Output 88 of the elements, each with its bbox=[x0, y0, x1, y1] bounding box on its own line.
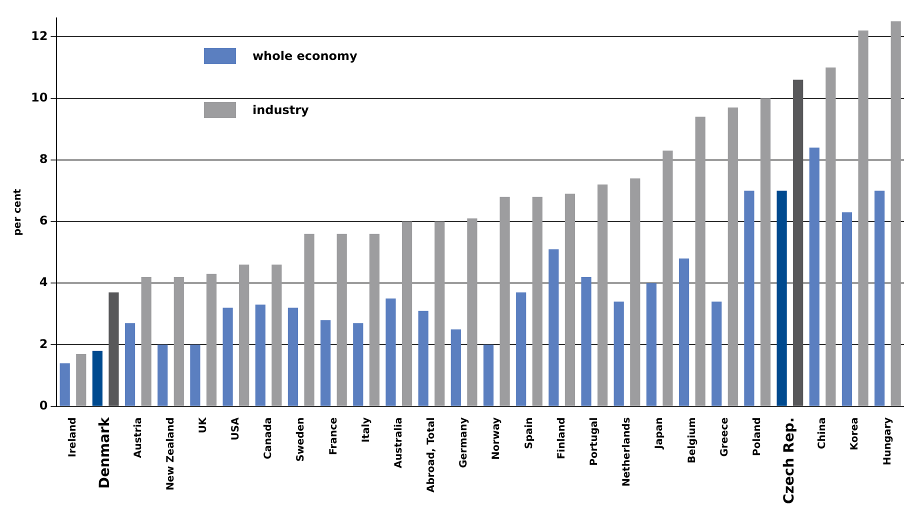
y-axis-title: per cent bbox=[12, 188, 24, 236]
x-tick-label: New Zealand bbox=[165, 417, 176, 490]
bar bbox=[60, 363, 70, 406]
bar bbox=[418, 310, 428, 406]
x-tick-label: Ireland bbox=[68, 417, 79, 458]
bar bbox=[353, 323, 364, 406]
y-tick-label: 4 bbox=[39, 275, 48, 290]
x-tick-label: Norway bbox=[491, 416, 502, 460]
x-tick-label: Spain bbox=[524, 417, 535, 449]
x-tick-label: Netherlands bbox=[622, 417, 633, 486]
bar bbox=[678, 258, 690, 406]
bar bbox=[124, 323, 136, 406]
x-tick-label: Belgium bbox=[686, 417, 698, 464]
bar bbox=[500, 196, 510, 406]
x-tick-label: Denmark bbox=[97, 416, 114, 489]
x-tick-label: Germany bbox=[458, 416, 470, 468]
bar bbox=[712, 302, 722, 406]
bar bbox=[630, 178, 640, 406]
x-tick-label: Austria bbox=[132, 417, 144, 458]
bar bbox=[450, 329, 461, 406]
x-tick-label: France bbox=[328, 417, 340, 456]
bar bbox=[744, 190, 754, 406]
bar bbox=[776, 190, 787, 406]
x-tick-label: Finland bbox=[556, 417, 568, 460]
bar bbox=[158, 344, 168, 406]
bar bbox=[728, 108, 738, 406]
x-tick-label: Sweden bbox=[296, 417, 307, 462]
x-tick-label: Canada bbox=[263, 417, 274, 460]
x-tick-label: Korea bbox=[850, 417, 861, 450]
bar bbox=[516, 292, 526, 406]
bar bbox=[581, 276, 592, 406]
bar bbox=[222, 308, 233, 406]
bar bbox=[369, 234, 380, 406]
bar bbox=[255, 304, 266, 406]
bar bbox=[467, 218, 478, 406]
x-tick-label: China bbox=[817, 417, 828, 450]
bar bbox=[272, 264, 282, 406]
y-tick-label: 6 bbox=[39, 214, 48, 228]
x-tick-label: Greece bbox=[719, 417, 730, 457]
bar bbox=[320, 320, 331, 406]
y-tick-label: 10 bbox=[30, 90, 48, 104]
bar bbox=[402, 222, 412, 406]
bar bbox=[108, 292, 119, 406]
x-tick-label: UK bbox=[198, 416, 209, 434]
bar bbox=[646, 283, 656, 406]
x-tick-label: Japan bbox=[654, 417, 666, 450]
x-tick-label: Italy bbox=[360, 416, 372, 443]
bar bbox=[695, 116, 706, 406]
x-tick-label: Portugal bbox=[589, 417, 600, 466]
y-tick-label: 12 bbox=[30, 28, 48, 43]
bar bbox=[483, 344, 494, 406]
bar bbox=[532, 196, 542, 406]
bar bbox=[190, 344, 200, 406]
x-tick-label: Czech Rep. bbox=[782, 417, 798, 504]
bar bbox=[598, 184, 608, 406]
x-tick-label: Hungary bbox=[882, 416, 894, 466]
bar bbox=[548, 249, 559, 406]
bar bbox=[662, 150, 673, 406]
y-tick-label: 8 bbox=[39, 152, 48, 166]
legend-label: whole economy bbox=[252, 49, 358, 64]
y-tick-label: 2 bbox=[39, 336, 48, 351]
bar bbox=[141, 276, 152, 406]
x-tick-label: Abroad, Total bbox=[426, 417, 438, 493]
bar bbox=[826, 67, 836, 406]
bar bbox=[793, 80, 804, 406]
bar bbox=[174, 276, 184, 406]
bar bbox=[858, 30, 868, 406]
bar bbox=[288, 308, 298, 406]
bar bbox=[564, 194, 576, 406]
bar bbox=[304, 234, 314, 406]
bar bbox=[842, 212, 852, 406]
legend-label: industry bbox=[252, 103, 309, 118]
bar bbox=[206, 274, 217, 406]
x-tick-label: Poland bbox=[752, 417, 763, 456]
bar bbox=[92, 350, 102, 406]
bar bbox=[809, 148, 820, 406]
bar bbox=[760, 98, 771, 406]
bar bbox=[890, 21, 901, 406]
bar bbox=[76, 354, 86, 406]
bar bbox=[239, 264, 250, 406]
bar bbox=[386, 298, 396, 406]
bar bbox=[434, 222, 445, 406]
y-tick-label: 0 bbox=[39, 398, 48, 412]
x-tick-label: USA bbox=[230, 417, 242, 440]
bar bbox=[614, 302, 624, 406]
bar bbox=[336, 234, 347, 406]
x-tick-label: Australia bbox=[393, 417, 404, 468]
bar bbox=[874, 190, 885, 406]
